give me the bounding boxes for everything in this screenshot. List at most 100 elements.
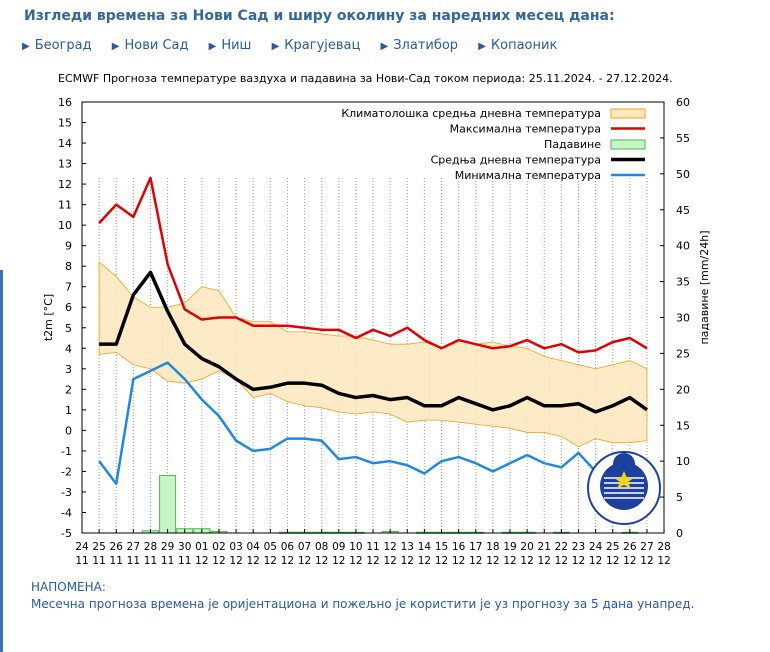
- x-tick-label-month: 12: [418, 555, 431, 567]
- x-tick-label-month: 12: [281, 555, 294, 567]
- y-tick-label: -4: [61, 506, 72, 519]
- y-tick-label: -5: [61, 527, 72, 540]
- x-tick-label-day: 19: [503, 541, 516, 553]
- x-tick-label-month: 12: [264, 555, 277, 567]
- y-tick-label: 2: [65, 383, 72, 396]
- x-tick-label-day: 02: [212, 541, 225, 553]
- x-tick-label-day: 04: [247, 541, 261, 553]
- x-tick-label-month: 12: [366, 555, 379, 567]
- nav-link-zlatibor[interactable]: ▶ Златибор: [380, 38, 459, 53]
- nav-link-nis[interactable]: ▶ Ниш: [208, 38, 252, 53]
- y-tick-label: 3: [65, 363, 72, 376]
- x-tick-label-month: 11: [127, 555, 140, 567]
- max-temp-line: [98, 176, 648, 354]
- x-tick-label-day: 03: [229, 541, 242, 553]
- arrow-right-icon: ▶: [271, 41, 280, 52]
- x-tick-label-day: 26: [110, 541, 124, 553]
- y-tick-label: 5: [65, 322, 72, 335]
- y2-tick-label: 10: [676, 455, 690, 468]
- y-tick-label: -1: [61, 445, 72, 458]
- x-tick-label-day: 26: [623, 541, 637, 553]
- x-tick-label-day: 28: [657, 541, 670, 553]
- nav-link-beograd[interactable]: ▶ Београд: [22, 38, 92, 53]
- nav-link-kragujevac[interactable]: ▶ Крагујевац: [271, 38, 361, 53]
- x-tick-label-day: 12: [383, 541, 396, 553]
- x-tick-label-month: 12: [555, 555, 568, 567]
- nav-link-kopaonik[interactable]: ▶ Копаоник: [478, 38, 558, 53]
- x-tick-label-day: 01: [195, 541, 208, 553]
- x-tick-label-day: 21: [538, 541, 551, 553]
- x-tick-label-month: 12: [623, 555, 636, 567]
- y-tick-label: 0: [65, 424, 72, 437]
- x-tick-label-day: 16: [452, 541, 466, 553]
- x-tick-label-month: 11: [75, 555, 88, 567]
- x-tick-label-day: 11: [366, 541, 379, 553]
- x-tick-label-month: 11: [110, 555, 123, 567]
- x-tick-label-month: 11: [92, 555, 105, 567]
- arrow-right-icon: ▶: [478, 41, 486, 52]
- x-tick-label-day: 06: [281, 541, 295, 553]
- x-tick-label-month: 12: [538, 555, 551, 567]
- x-tick-label-day: 13: [401, 541, 414, 553]
- x-tick-label-month: 12: [195, 555, 208, 567]
- y-axis-label: t2m [°C]: [42, 294, 55, 341]
- x-tick-label-month: 12: [349, 555, 362, 567]
- x-tick-label-day: 14: [418, 541, 432, 553]
- y-tick-label: 16: [58, 96, 72, 109]
- x-tick-label-day: 20: [520, 541, 533, 553]
- y2-tick-label: 0: [676, 527, 683, 540]
- y2-tick-label: 25: [676, 347, 690, 360]
- y2-axis-label: падавине [mm/24h]: [698, 230, 711, 344]
- city-nav: ▶ Београд ▶ Нови Сад ▶ Ниш ▶ Крагујевац ▶ Зла…: [22, 38, 573, 53]
- legend-label: Минимална температура: [455, 169, 601, 182]
- y-tick-label: 4: [65, 342, 72, 355]
- x-tick-label-day: 24: [589, 541, 603, 553]
- y-tick-label: 8: [65, 260, 72, 273]
- x-tick-label-month: 12: [247, 555, 260, 567]
- y-tick-label: 12: [58, 178, 72, 191]
- page-left-border: [0, 270, 3, 652]
- x-tick-label-day: 17: [469, 541, 482, 553]
- y2-tick-label: 35: [676, 276, 690, 289]
- x-tick-label-day: 05: [264, 541, 277, 553]
- climatology-band: [98, 261, 648, 448]
- x-tick-label-month: 11: [178, 555, 191, 567]
- y2-tick-label: 20: [676, 383, 690, 396]
- legend-label: Максимална температура: [450, 123, 601, 136]
- y2-tick-label: 15: [676, 419, 690, 432]
- x-tick-label-month: 12: [435, 555, 448, 567]
- x-tick-label-day: 23: [572, 541, 585, 553]
- y2-tick-label: 30: [676, 312, 690, 325]
- y-tick-label: 15: [58, 117, 72, 130]
- nav-link-novi-sad[interactable]: ▶ Нови Сад: [111, 38, 189, 53]
- x-tick-label-day: 25: [606, 541, 619, 553]
- x-tick-label-month: 12: [298, 555, 311, 567]
- y2-tick-label: 55: [676, 132, 690, 145]
- x-tick-label-day: 08: [315, 541, 328, 553]
- y-tick-label: -2: [61, 465, 72, 478]
- x-tick-label-day: 27: [640, 541, 653, 553]
- x-tick-label-day: 28: [144, 541, 157, 553]
- x-tick-label-month: 11: [144, 555, 157, 567]
- x-tick-label-day: 29: [161, 541, 174, 553]
- x-tick-label-month: 12: [486, 555, 499, 567]
- x-tick-label-day: 09: [332, 541, 345, 553]
- x-tick-label-month: 12: [572, 555, 585, 567]
- x-tick-label-month: 12: [503, 555, 516, 567]
- y-tick-label: 6: [65, 301, 72, 314]
- y-tick-label: 14: [58, 137, 72, 150]
- x-tick-label-month: 12: [469, 555, 482, 567]
- arrow-right-icon: ▶: [22, 41, 30, 52]
- x-tick-label-month: 12: [212, 555, 225, 567]
- legend-label: Средња дневна температура: [431, 154, 601, 167]
- forecast-5-days-link[interactable]: 5 дана: [591, 597, 634, 611]
- x-tick-label-day: 30: [178, 541, 191, 553]
- legend-swatch: [610, 108, 646, 119]
- x-tick-label-day: 10: [349, 541, 362, 553]
- y2-tick-label: 40: [676, 240, 690, 253]
- forecast-chart: -5-4-3-2-1012345678910111213141516051015…: [42, 96, 711, 567]
- x-tick-label-day: 24: [75, 541, 89, 553]
- x-tick-label-month: 12: [657, 555, 670, 567]
- arrow-right-icon: ▶: [208, 41, 217, 52]
- x-tick-label-day: 18: [486, 541, 499, 553]
